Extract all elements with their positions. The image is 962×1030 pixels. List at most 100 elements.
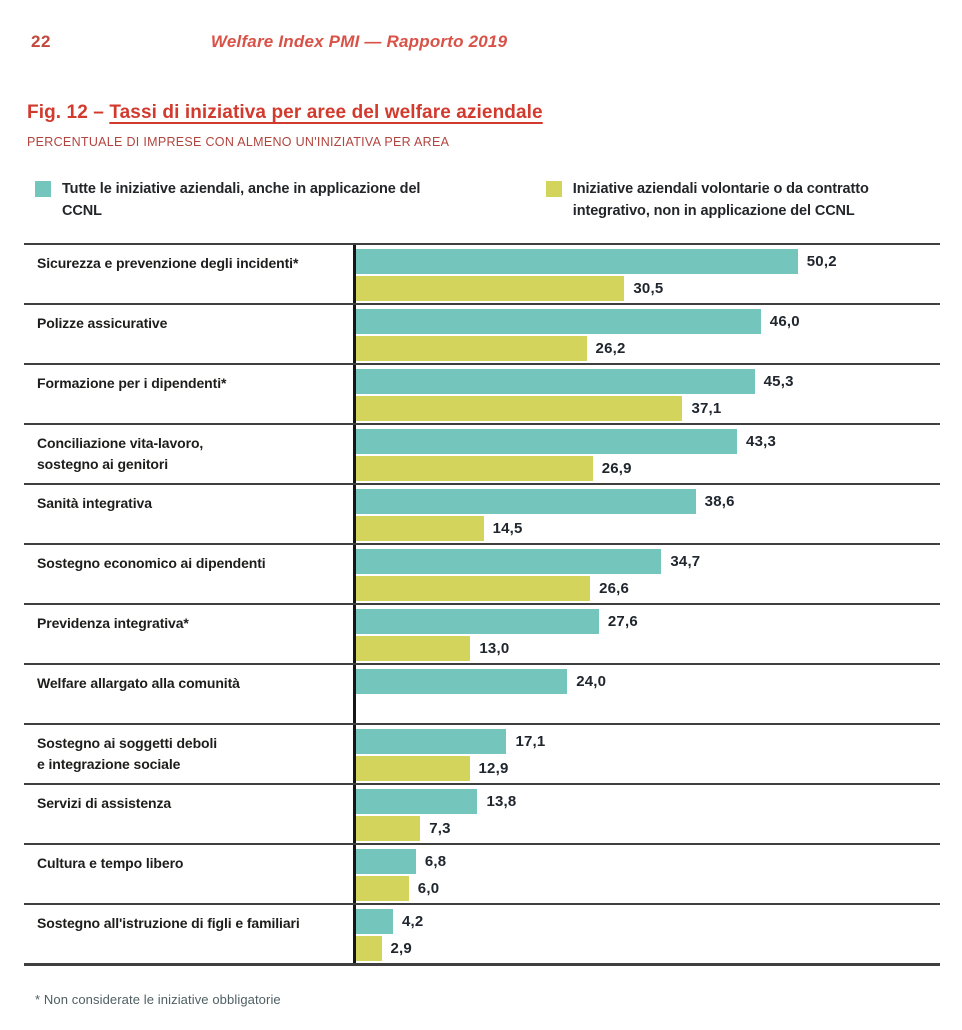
bar-chart: Sicurezza e prevenzione degli incidenti*…	[24, 242, 940, 966]
figure-title: Fig. 12 – Tassi di iniziativa per aree d…	[24, 102, 940, 124]
report-page: 22 Welfare Index PMI — Rapporto 2019 Fig…	[24, 0, 940, 1007]
category-label: Polizze assicurative	[37, 314, 168, 331]
bar-value-label: 30,5	[633, 279, 664, 297]
secondary-bar	[356, 935, 382, 961]
bar-line: 34,7	[356, 548, 940, 574]
bar-line: 7,3	[356, 815, 940, 841]
legend-label: Tutte le iniziative aziendali, anche in …	[62, 181, 421, 219]
secondary-bar	[356, 635, 471, 661]
bar-value-label: 37,1	[691, 399, 722, 417]
bar-value-label: 27,6	[607, 612, 638, 630]
yellow-swatch-icon	[545, 181, 562, 197]
figure-number-label: Fig. 12 –	[27, 102, 110, 123]
primary-bar	[356, 668, 568, 694]
primary-bar	[356, 908, 393, 934]
bar-value-label: 46,0	[769, 312, 800, 330]
bar-value-label: 26,6	[599, 579, 630, 597]
bar-line: 46,0	[356, 308, 940, 334]
category-label: Sicurezza e prevenzione degli incidenti*	[37, 254, 299, 271]
row-bars: 38,6 14,5	[353, 484, 940, 543]
chart-row: Sostegno economico ai dipendenti 34,7 26,6	[24, 542, 940, 603]
chart-row: Sicurezza e prevenzione degli incidenti*…	[24, 242, 940, 303]
row-bars: 6,8 6,0	[353, 844, 940, 903]
secondary-bar	[356, 515, 484, 541]
legend-label: Iniziative aziendali volontarie o da con…	[572, 181, 869, 219]
bar-line: 6,8	[356, 848, 940, 874]
category-label: Previdenza integrativa*	[37, 614, 189, 631]
chart-footnote: * Non considerate le iniziative obbligat…	[35, 991, 281, 1007]
bar-value-label: 17,1	[515, 732, 546, 750]
running-head: 22 Welfare Index PMI — Rapporto 2019	[24, 0, 940, 52]
bar-line: 2,9	[356, 935, 940, 961]
bar-line: 17,1	[356, 728, 940, 754]
bar-line: 26,6	[356, 575, 940, 601]
row-bars: 27,6 13,0	[353, 604, 940, 663]
bar-value-label: 26,9	[601, 459, 632, 477]
primary-bar	[356, 368, 755, 394]
primary-bar	[356, 848, 416, 874]
primary-bar	[356, 488, 696, 514]
row-bars: 43,3 26,9	[353, 424, 940, 483]
chart-row: Formazione per i dipendenti* 45,3 37,1	[24, 362, 940, 423]
chart-legend: Tutte le iniziative aziendali, anche in …	[24, 179, 940, 223]
bar-line: 12,9	[356, 755, 940, 781]
category-label: Sostegno economico ai dipendenti	[37, 554, 266, 571]
bar-value-label: 2,9	[390, 939, 412, 957]
bar-line: 43,3	[356, 428, 940, 454]
chart-row: Sostegno all'istruzione di figli e famil…	[24, 902, 940, 963]
bar-line: 45,3	[356, 368, 940, 394]
bar-line: 14,5	[356, 515, 940, 541]
legend-item-voluntary-initiatives: Iniziative aziendali volontarie o da con…	[545, 179, 940, 223]
bar-line: 30,5	[356, 275, 940, 301]
row-bars: 4,2 2,9	[353, 904, 940, 963]
chart-row: Conciliazione vita-lavoro, sostegno ai g…	[24, 422, 940, 483]
bar-value-label: 12,9	[478, 759, 509, 777]
legend-item-all-initiatives: Tutte le iniziative aziendali, anche in …	[35, 179, 546, 223]
chart-row: Polizze assicurative 46,0 26,2	[24, 302, 940, 363]
secondary-bar	[356, 335, 587, 361]
chart-row: Cultura e tempo libero 6,8 6,0	[24, 842, 940, 903]
category-label: Welfare allargato alla comunità	[37, 674, 240, 691]
secondary-bar	[356, 455, 593, 481]
bar-value-label: 13,0	[479, 639, 510, 657]
row-bars: 17,1 12,9	[353, 724, 940, 783]
primary-bar	[356, 608, 599, 634]
bar-line: 24,0	[356, 668, 940, 694]
figure-subtitle: PERCENTUALE DI IMPRESE CON ALMENO UN'INI…	[27, 135, 450, 149]
row-bars: 34,7 26,6	[353, 544, 940, 603]
bar-line: 13,0	[356, 635, 940, 661]
chart-row: Welfare allargato alla comunità 24,0	[24, 662, 940, 723]
bar-value-label: 26,2	[595, 339, 626, 357]
row-bars: 50,2 30,5	[353, 244, 940, 303]
bar-value-label: 7,3	[429, 819, 451, 837]
category-label: Sostegno all'istruzione di figli e famil…	[37, 914, 300, 931]
primary-bar	[356, 308, 761, 334]
row-bars: 13,8 7,3	[353, 784, 940, 843]
teal-swatch-icon	[35, 181, 51, 197]
bar-value-label: 13,8	[486, 792, 517, 810]
category-label: Sanità integrativa	[37, 494, 152, 511]
chart-row: Servizi di assistenza 13,8 7,3	[24, 782, 940, 843]
primary-bar	[356, 548, 662, 574]
category-label: Sostegno ai soggetti deboli e integrazio…	[37, 734, 218, 773]
bar-line: 37,1	[356, 395, 940, 421]
secondary-bar	[356, 575, 591, 601]
bar-line	[356, 696, 940, 721]
secondary-bar	[356, 815, 421, 841]
chart-row: Sostegno ai soggetti deboli e integrazio…	[24, 722, 940, 783]
primary-bar	[356, 248, 798, 274]
bar-value-label: 43,3	[746, 432, 777, 450]
bar-value-label: 14,5	[492, 519, 523, 537]
row-bars: 45,3 37,1	[353, 364, 940, 423]
bar-line: 4,2	[356, 908, 940, 934]
category-label: Servizi di assistenza	[37, 794, 172, 811]
category-label: Cultura e tempo libero	[37, 854, 184, 871]
chart-row: Previdenza integrativa* 27,6 13,0	[24, 602, 940, 663]
bar-value-label: 34,7	[670, 552, 701, 570]
primary-bar	[356, 728, 507, 754]
report-title: Welfare Index PMI — Rapporto 2019	[210, 32, 508, 51]
bar-line: 13,8	[356, 788, 940, 814]
bar-value-label: 45,3	[763, 372, 794, 390]
bar-value-label: 50,2	[806, 252, 837, 270]
page-number: 22	[31, 32, 51, 51]
